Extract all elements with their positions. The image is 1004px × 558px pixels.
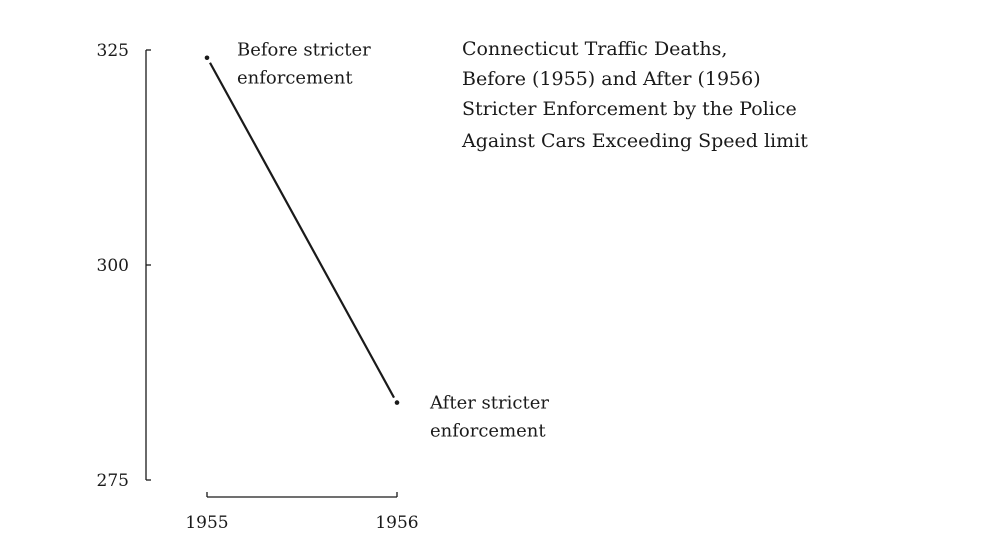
chart-title-line-3: Stricter Enforcement by the Police bbox=[462, 98, 797, 120]
y-tick-label: 275 bbox=[97, 471, 129, 491]
point-label: enforcement bbox=[237, 68, 353, 89]
chart-title-line-4: Against Cars Exceeding Speed limit bbox=[461, 130, 808, 152]
chart-marks bbox=[204, 55, 400, 405]
x-tick-label: 1955 bbox=[185, 513, 228, 533]
chart-title-line-1: Connecticut Traffic Deaths, bbox=[462, 38, 727, 60]
series-line bbox=[209, 62, 395, 399]
chart-title-line-2: Before (1955) and After (1956) bbox=[462, 68, 761, 90]
y-tick-label: 325 bbox=[97, 41, 129, 61]
chart-title: Connecticut Traffic Deaths, Before (1955… bbox=[461, 38, 808, 152]
chart-axes: 325 300 275 1955 1956 bbox=[97, 41, 419, 533]
chart-point-labels: Before stricter enforcement After stricter… bbox=[237, 40, 549, 442]
point-label: After stricter bbox=[429, 393, 549, 414]
data-point bbox=[394, 400, 400, 405]
data-point bbox=[204, 55, 210, 61]
point-label: enforcement bbox=[430, 421, 546, 442]
x-tick-label: 1956 bbox=[375, 513, 418, 533]
y-tick-label: 300 bbox=[97, 256, 129, 276]
point-label: Before stricter bbox=[237, 40, 371, 61]
